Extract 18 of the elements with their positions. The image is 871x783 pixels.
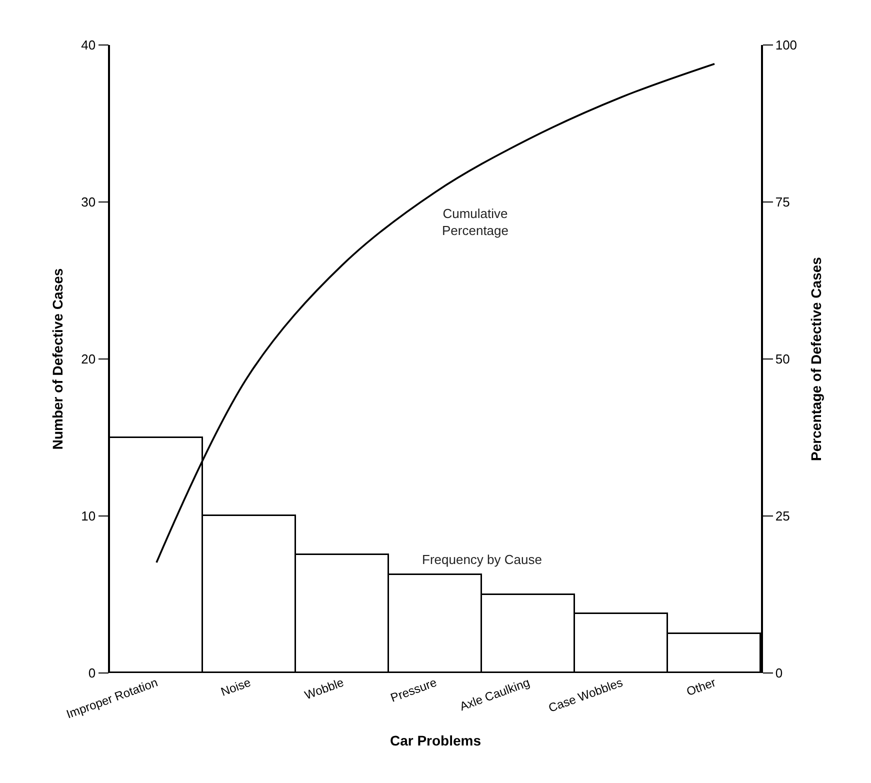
y2-tick-label: 0 <box>775 666 783 681</box>
x-tick-label: Wobble <box>302 675 346 702</box>
y2-tick-label: 25 <box>775 508 790 524</box>
y2-tick-label: 100 <box>775 38 798 53</box>
x-axis-title: Car Problems <box>390 732 482 749</box>
y2-axis-title: Percentage of Defective Cases <box>808 256 824 461</box>
y-tick-label: 0 <box>88 666 96 681</box>
y-tick-label: 30 <box>81 194 96 210</box>
y-tick-label: 10 <box>81 508 96 524</box>
y2-tick-label: 75 <box>775 194 790 210</box>
y2-tick-label: 50 <box>775 352 790 367</box>
series-label: Frequency by Cause <box>422 552 542 567</box>
series-label: Cumulative Percentage <box>442 206 508 238</box>
y-axis-title: Number of Defective Cases <box>49 268 66 450</box>
y-tick-label: 20 <box>81 352 96 367</box>
y-tick-label: 40 <box>81 38 96 53</box>
x-tick-label: Other <box>684 675 718 699</box>
x-tick-label: Noise <box>218 675 253 699</box>
